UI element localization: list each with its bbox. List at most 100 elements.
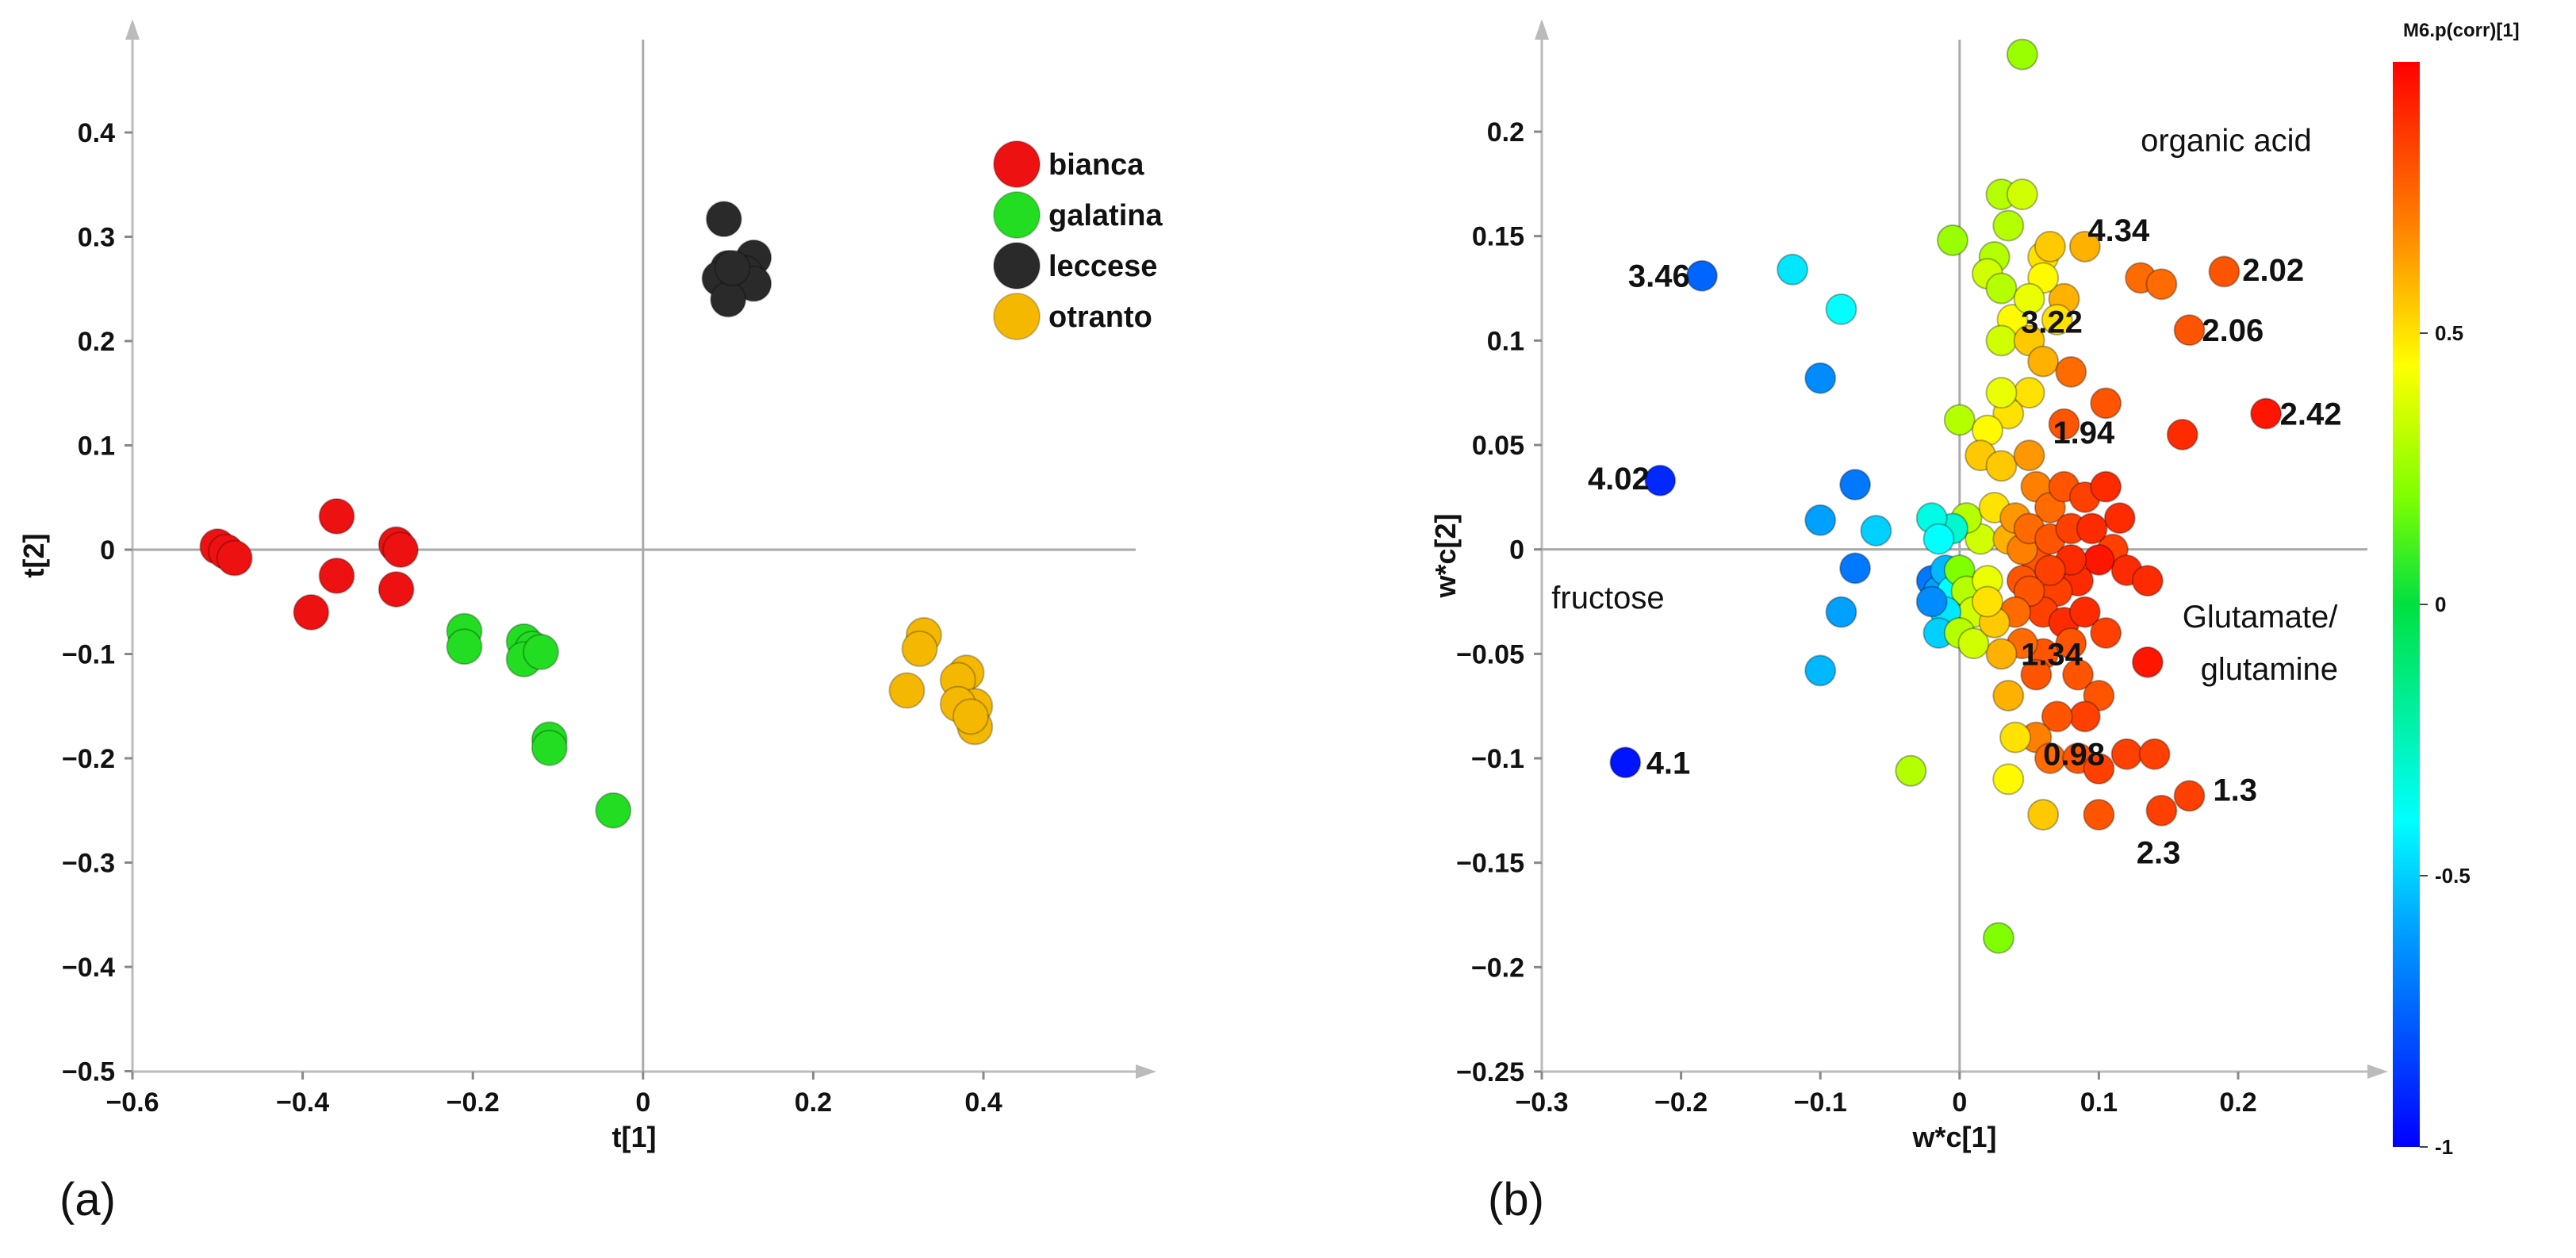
y-tick-label: 0.1 xyxy=(1487,326,1524,356)
colorbar-title: M6.p(corr)[1] xyxy=(2403,20,2520,41)
legend-marker xyxy=(993,140,1041,188)
loading-point xyxy=(1804,362,1837,394)
x-axis-arrow xyxy=(2367,1064,2388,1079)
loading-point xyxy=(1992,680,2025,711)
loading-point xyxy=(1985,324,2018,357)
colorbar-gradient xyxy=(2393,62,2420,1147)
colorbar-tick-label: 0 xyxy=(2435,593,2446,616)
loading-point xyxy=(1971,585,2003,618)
point-label: 4.1 xyxy=(1646,746,1691,780)
x-tick-label: −0.3 xyxy=(1515,1087,1568,1118)
loading-point xyxy=(2062,658,2095,691)
loading-point xyxy=(2034,230,2066,263)
loading-point xyxy=(2145,794,2178,827)
data-point-bianca xyxy=(378,570,415,608)
loading-point xyxy=(2090,470,2122,503)
data-point-bianca xyxy=(318,497,355,535)
loading-point xyxy=(1685,259,1718,292)
panel-a-axes: −0.6 −0.4 −0.2 0 0.2 0.4 −0.5 −0.4 −0.3 −0.2 −0.1 0… xyxy=(17,19,1156,1153)
loading-point xyxy=(2048,408,2080,440)
loading-point xyxy=(2103,502,2136,535)
x-tick-label: 0.1 xyxy=(2080,1087,2118,1118)
loading-point xyxy=(2041,700,2073,733)
loading-point xyxy=(1804,654,1837,687)
panel-b-label: (b) xyxy=(1488,1174,1544,1225)
y-axis-arrow xyxy=(125,19,140,40)
point-label: 0.98 xyxy=(2043,738,2105,773)
y-tick-label: 0.2 xyxy=(1487,117,1524,148)
series-galatina xyxy=(446,612,632,829)
y-axis-title: t[2] xyxy=(17,534,50,578)
loading-point xyxy=(2068,700,2101,733)
data-point-otranto xyxy=(952,698,989,735)
loading-point xyxy=(2013,439,2045,472)
panel-b-loading-plot: −0.3 −0.2 −0.1 0 0.1 0.2 −0.25 −0.2 −0.15 −0.1 −0.… xyxy=(1429,19,2520,1225)
loading-point xyxy=(2006,38,2038,71)
loading-point xyxy=(2131,565,2164,597)
loading-point xyxy=(2083,753,2115,785)
y-tick-label: 0.15 xyxy=(1472,222,1524,252)
loading-point xyxy=(2027,799,2060,831)
y-tick-label: −0.1 xyxy=(1471,744,1524,774)
series-otranto xyxy=(888,616,994,746)
data-point-galatina xyxy=(531,729,568,766)
y-tick-label: 0 xyxy=(1509,535,1524,566)
x-tick-label: 0 xyxy=(635,1087,650,1118)
point-label: 3.46 xyxy=(1628,259,1690,294)
x-tick-label: −0.6 xyxy=(105,1087,159,1118)
point-label: 2.42 xyxy=(2280,397,2342,432)
y-tick-label: 0.1 xyxy=(78,431,115,462)
legend-label: galatina xyxy=(1048,199,1163,232)
loading-point xyxy=(2166,418,2198,451)
y-tick-label: −0.3 xyxy=(62,849,115,879)
region-annotation: organic acid xyxy=(2141,124,2312,159)
data-point-otranto xyxy=(901,630,938,667)
loading-point xyxy=(2055,355,2087,388)
legend-item-otranto: otranto xyxy=(993,293,1152,340)
y-tick-label: −0.5 xyxy=(62,1057,115,1087)
y-tick-label: −0.05 xyxy=(1456,639,1524,669)
x-tick-label: 0.4 xyxy=(964,1087,1002,1118)
loading-point xyxy=(2208,255,2241,288)
legend-label: otranto xyxy=(1048,301,1152,334)
data-point-galatina xyxy=(595,792,632,829)
loading-point xyxy=(1922,523,1955,555)
colorbar-tick-label: -0.5 xyxy=(2435,864,2471,888)
loading-point xyxy=(2068,230,2101,263)
data-point-bianca xyxy=(318,557,355,594)
legend-item-bianca: bianca xyxy=(993,140,1144,188)
loading-point xyxy=(1937,224,1969,256)
region-annotation: Glutamate/ xyxy=(2183,600,2339,635)
loading-point xyxy=(2173,314,2206,347)
point-label: 2.02 xyxy=(2242,253,2304,288)
loading-point xyxy=(2006,178,2038,210)
loading-point xyxy=(2013,282,2045,315)
point-label: 2.3 xyxy=(2137,836,2181,871)
region-annotation: glutamine xyxy=(2201,652,2338,687)
data-point-leccese xyxy=(714,249,751,286)
loading-point xyxy=(1644,464,1677,497)
panel-b-point-labels: 3.46 4.02 4.1 4.34 2.02 2.06 3.22 2.42 1.94 1.34 0… xyxy=(1551,124,2341,871)
loading-point xyxy=(1825,596,1857,628)
loading-point xyxy=(1609,746,1642,779)
y-tick-label: 0.4 xyxy=(78,118,115,148)
point-label: 4.02 xyxy=(1588,462,1650,497)
loading-point xyxy=(2090,617,2122,649)
data-point-leccese xyxy=(705,201,742,238)
panel-a-points xyxy=(199,201,994,829)
data-point-otranto xyxy=(888,672,926,709)
loading-point xyxy=(1777,253,1809,286)
x-tick-label: −0.1 xyxy=(1794,1087,1847,1118)
x-axis-title: w*c[1] xyxy=(1911,1121,1996,1153)
loading-point xyxy=(2076,512,2108,545)
y-tick-label: −0.25 xyxy=(1456,1057,1524,1087)
loading-point xyxy=(1839,552,1872,585)
loading-point xyxy=(2131,646,2164,678)
y-tick-label: −0.15 xyxy=(1456,849,1524,879)
loading-point xyxy=(2110,738,2143,770)
loading-point xyxy=(1895,754,1927,787)
loading-point xyxy=(2068,596,2101,628)
y-axis-title: w*c[2] xyxy=(1429,513,1462,598)
legend-item-leccese: leccese xyxy=(993,242,1157,290)
loading-point xyxy=(1999,721,2032,754)
